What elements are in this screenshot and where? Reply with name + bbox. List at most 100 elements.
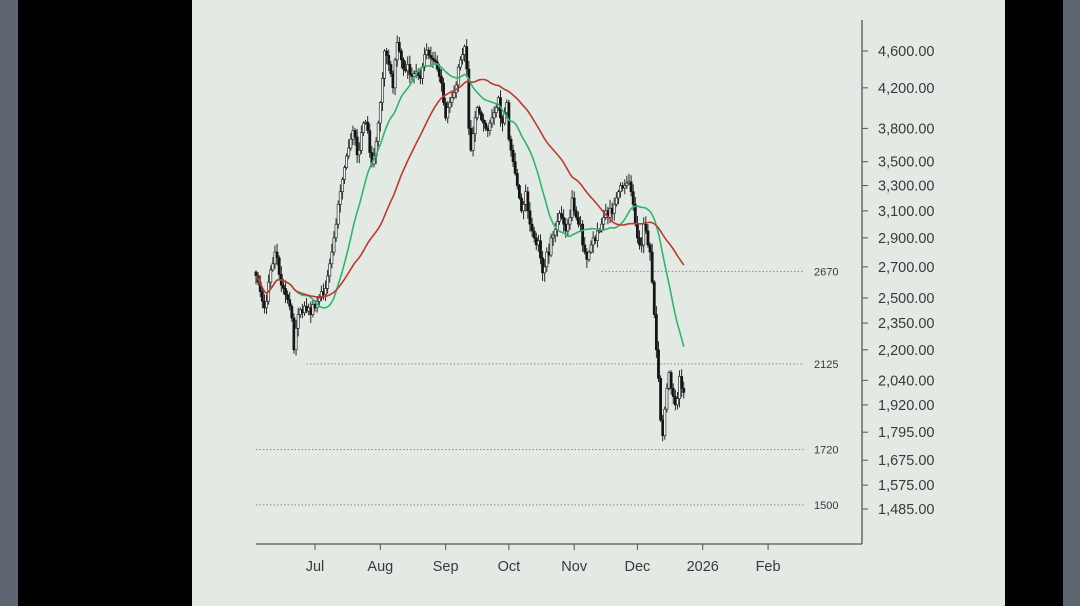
level-label-2125: 2125 xyxy=(814,359,838,371)
candle-body xyxy=(296,314,300,329)
candle-body xyxy=(623,185,627,189)
horizontal-levels: 2670 2125 1720 1500 xyxy=(256,266,838,512)
candle-body xyxy=(549,237,553,256)
candle-body xyxy=(355,136,359,156)
candle-body xyxy=(433,59,437,63)
candle-body xyxy=(646,230,650,246)
x-tick-label: Aug xyxy=(367,559,393,575)
candle-body xyxy=(490,117,494,124)
candle-body xyxy=(577,217,580,225)
moving-averages xyxy=(255,62,685,348)
candle-body xyxy=(465,46,469,70)
y-tick-label: 2,350.00 xyxy=(878,316,934,332)
candle-body xyxy=(488,122,492,131)
y-tick-label: 4,600.00 xyxy=(878,44,934,60)
candle-body xyxy=(334,223,338,239)
candle-body xyxy=(459,59,462,68)
candle-body xyxy=(271,263,275,271)
candle-body xyxy=(648,244,652,253)
candle-body xyxy=(640,244,644,247)
candle-body xyxy=(400,50,403,61)
candle-body xyxy=(437,68,441,77)
candle-body xyxy=(452,92,456,98)
candle-body xyxy=(281,284,285,289)
left-black-panel xyxy=(18,0,192,606)
candle-body xyxy=(625,182,629,186)
x-tick-label: 2026 xyxy=(687,559,719,575)
candle-body xyxy=(326,275,330,289)
candle-body xyxy=(328,263,332,277)
candle-body xyxy=(591,237,595,246)
candle-body xyxy=(484,122,488,129)
candle-body xyxy=(456,66,460,86)
y-tick-label: 3,300.00 xyxy=(878,179,934,195)
candle-body xyxy=(633,204,637,225)
candle-body xyxy=(397,41,401,52)
candle-body xyxy=(581,223,585,246)
candle-body xyxy=(617,191,620,199)
y-tick-label: 4,200.00 xyxy=(878,81,934,97)
candle-body xyxy=(467,68,471,129)
x-tick-label: Nov xyxy=(561,559,588,575)
candle-body xyxy=(324,288,327,296)
candle-body xyxy=(631,191,635,205)
candle-body xyxy=(423,54,426,68)
candle-body xyxy=(629,181,633,193)
candle-body xyxy=(378,102,382,124)
candle-body xyxy=(427,49,431,56)
candle-body xyxy=(353,130,357,138)
candlesticks xyxy=(254,35,686,442)
y-tick-label: 1,485.00 xyxy=(878,502,934,518)
y-tick-label: 2,900.00 xyxy=(878,231,934,247)
candle-body xyxy=(543,266,547,274)
candle-body xyxy=(421,66,424,79)
moving-average-50 xyxy=(255,78,685,298)
candle-body xyxy=(589,244,593,253)
candle-body xyxy=(532,230,536,239)
candle-body xyxy=(448,102,452,108)
candle-body xyxy=(600,223,603,232)
candle-body xyxy=(528,210,532,225)
candle-body xyxy=(387,55,391,65)
candle-body xyxy=(431,57,435,61)
candle-body xyxy=(338,191,342,205)
candle-body xyxy=(562,217,566,225)
candle-body xyxy=(393,59,397,89)
candle-body xyxy=(265,300,268,309)
candle-body xyxy=(368,130,372,153)
x-tick-label: Jul xyxy=(306,559,325,575)
candle-body xyxy=(636,223,639,239)
candle-body xyxy=(366,121,370,131)
candle-body xyxy=(587,251,591,260)
right-black-panel xyxy=(1005,0,1063,606)
candle-body xyxy=(440,76,443,84)
x-tick-label: Sep xyxy=(433,559,459,575)
chart-card: 2670 2125 1720 1500 4,600.00 4,200.00 3,800.0… xyxy=(192,0,1005,606)
candle-body xyxy=(340,179,344,193)
candle-body xyxy=(383,50,386,79)
candle-body xyxy=(669,372,673,389)
candle-body xyxy=(343,167,346,180)
candle-body xyxy=(389,64,393,74)
candle-body xyxy=(286,294,290,300)
candle-body xyxy=(408,64,412,75)
candle-body xyxy=(446,107,450,119)
candle-body xyxy=(560,213,563,218)
x-tick-label: Feb xyxy=(756,559,781,575)
level-label-1500: 1500 xyxy=(814,500,838,512)
y-tick-label: 1,920.00 xyxy=(878,398,934,414)
candle-body xyxy=(477,107,481,114)
candle-body xyxy=(317,297,321,302)
axes: 4,600.00 4,200.00 3,800.00 3,500.00 3,300.00… xyxy=(256,20,934,575)
candle-body xyxy=(652,281,656,315)
candle-body xyxy=(553,229,557,236)
candle-body xyxy=(511,149,515,163)
y-tick-label: 2,700.00 xyxy=(878,260,934,276)
candle-body xyxy=(275,251,279,259)
candle-body xyxy=(612,204,616,214)
candle-body xyxy=(362,122,365,133)
candle-body xyxy=(254,271,258,277)
candle-body xyxy=(290,305,294,319)
candle-body xyxy=(359,132,363,151)
candle-body xyxy=(494,107,498,114)
